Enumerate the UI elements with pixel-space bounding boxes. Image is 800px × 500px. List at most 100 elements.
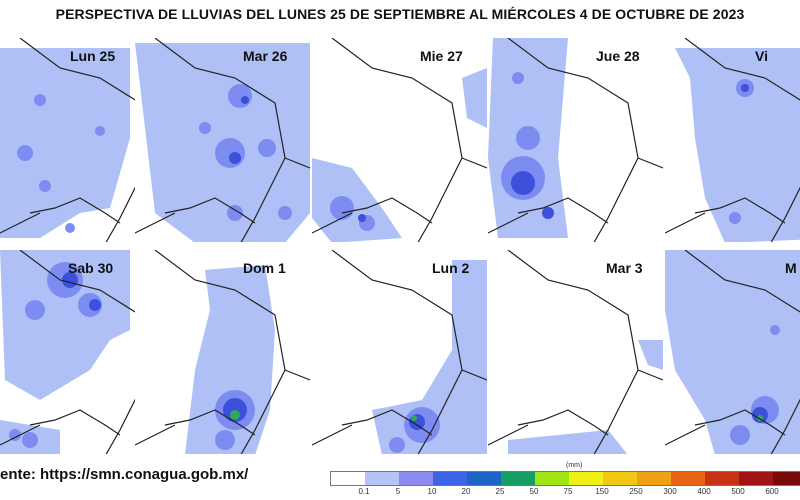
panel-date-label: Mar 26 bbox=[243, 48, 288, 64]
state-border bbox=[312, 38, 487, 242]
state-border bbox=[665, 38, 800, 242]
legend-tick-label: 0.1 bbox=[358, 487, 370, 496]
rain-area-heavy bbox=[89, 299, 101, 311]
rain-area-medium bbox=[215, 430, 235, 450]
legend-swatch bbox=[671, 472, 705, 485]
map-title: PERSPECTIVA DE LLUVIAS DEL LUNES 25 DE S… bbox=[55, 6, 745, 22]
legend-swatch bbox=[773, 472, 800, 485]
rain-area-medium bbox=[228, 84, 252, 108]
rain-area-medium bbox=[34, 94, 46, 106]
rain-area-medium bbox=[770, 325, 780, 335]
forecast-panel: M bbox=[665, 250, 800, 454]
rain-area-medium bbox=[330, 196, 354, 220]
forecast-panel: Mar 26 bbox=[135, 38, 310, 242]
legend-tick-label: 50 bbox=[529, 487, 539, 496]
rain-area-medium bbox=[39, 180, 51, 192]
legend-tick-label: 10 bbox=[427, 487, 437, 496]
forecast-panel: Mie 27 bbox=[312, 38, 487, 242]
state-border bbox=[312, 250, 487, 454]
panel-date-label: Vi bbox=[755, 48, 768, 64]
rain-area-medium bbox=[729, 212, 741, 224]
rainfall-map bbox=[135, 250, 310, 454]
rain-area-medium bbox=[9, 429, 21, 441]
panel-date-label: M bbox=[785, 260, 797, 276]
forecast-panel: Vi bbox=[665, 38, 800, 242]
state-border bbox=[135, 250, 310, 454]
rainfall-map bbox=[488, 38, 663, 242]
rain-area-medium bbox=[25, 300, 45, 320]
rain-area-medium bbox=[199, 122, 211, 134]
rain-area-heavy bbox=[511, 171, 535, 195]
rain-area-light bbox=[508, 340, 663, 454]
panel-date-label: Dom 1 bbox=[243, 260, 286, 276]
rain-area-medium bbox=[227, 205, 243, 221]
rain-area-intense bbox=[411, 415, 417, 421]
legend-swatch bbox=[637, 472, 671, 485]
legend-swatch bbox=[603, 472, 637, 485]
rainfall-map bbox=[312, 38, 487, 242]
rain-area-medium bbox=[516, 126, 540, 150]
state-border bbox=[665, 250, 800, 454]
legend-swatch bbox=[569, 472, 603, 485]
legend-tick-label: 500 bbox=[731, 487, 745, 496]
legend-tick-label: 150 bbox=[595, 487, 609, 496]
panel-date-label: Sab 30 bbox=[68, 260, 114, 276]
source-credit: ente: https://smn.conagua.gob.mx/ bbox=[0, 466, 249, 483]
rain-area-light bbox=[0, 48, 130, 238]
rain-area-light bbox=[675, 48, 800, 242]
legend-tick-label: 25 bbox=[495, 487, 505, 496]
forecast-panel: Dom 1 bbox=[135, 250, 310, 454]
rain-area-medium bbox=[17, 145, 33, 161]
legend-swatch bbox=[705, 472, 739, 485]
rain-area-medium bbox=[512, 72, 524, 84]
forecast-panel: Lun 2 bbox=[312, 250, 487, 454]
rain-area-heavy bbox=[241, 96, 249, 104]
rainfall-map bbox=[135, 38, 310, 242]
legend-swatch bbox=[501, 472, 535, 485]
legend-tick-label: 75 bbox=[563, 487, 573, 496]
rain-area-medium bbox=[258, 139, 276, 157]
rain-area-medium bbox=[389, 437, 405, 453]
panel-date-label: Lun 25 bbox=[70, 48, 116, 64]
rainfall-map bbox=[488, 250, 663, 454]
legend-tick-label: 300 bbox=[663, 487, 677, 496]
forecast-panel: Mar 3 bbox=[488, 250, 663, 454]
state-border bbox=[488, 38, 663, 242]
precipitation-legend: (mm) 0.1 5 10 20 25 50 75 150 250 300 400 500 600 bbox=[330, 462, 800, 500]
rain-area-light bbox=[312, 68, 487, 242]
panel-date-label: Mar 3 bbox=[606, 260, 643, 276]
rain-area-heavy bbox=[358, 214, 366, 222]
legend-swatch bbox=[433, 472, 467, 485]
rain-area-light bbox=[665, 250, 800, 454]
legend-swatch bbox=[399, 472, 433, 485]
legend-tick-label: 5 bbox=[395, 487, 401, 496]
legend-swatch bbox=[331, 472, 365, 485]
rainfall-map bbox=[312, 250, 487, 454]
state-border bbox=[135, 38, 310, 242]
rain-area-medium bbox=[65, 223, 75, 233]
rain-area-heavy bbox=[542, 207, 554, 219]
state-border bbox=[488, 250, 663, 454]
rain-area-medium bbox=[215, 138, 245, 168]
panel-date-label: Lun 2 bbox=[432, 260, 470, 276]
panel-date-label: Mie 27 bbox=[420, 48, 463, 64]
rain-area-medium bbox=[730, 425, 750, 445]
rain-area-heavy bbox=[229, 152, 241, 164]
legend-colorbar bbox=[330, 471, 800, 486]
rain-area-light bbox=[372, 260, 487, 454]
legend-tick-label: 600 bbox=[765, 487, 779, 496]
legend-tick-label: 250 bbox=[629, 487, 643, 496]
rainfall-map bbox=[665, 38, 800, 242]
legend-swatch bbox=[365, 472, 399, 485]
rain-area-intense bbox=[230, 410, 240, 420]
legend-unit: (mm) bbox=[566, 462, 583, 469]
legend-swatch bbox=[535, 472, 569, 485]
forecast-panel: Jue 28 bbox=[488, 38, 663, 242]
legend-swatch bbox=[467, 472, 501, 485]
legend-ticks: 0.1 5 10 20 25 50 75 150 250 300 400 500 600 bbox=[330, 487, 800, 499]
legend-tick-label: 400 bbox=[697, 487, 711, 496]
rain-area-medium bbox=[22, 432, 38, 448]
panel-date-label: Jue 28 bbox=[596, 48, 640, 64]
legend-swatch bbox=[739, 472, 773, 485]
legend-tick-label: 20 bbox=[461, 487, 471, 496]
